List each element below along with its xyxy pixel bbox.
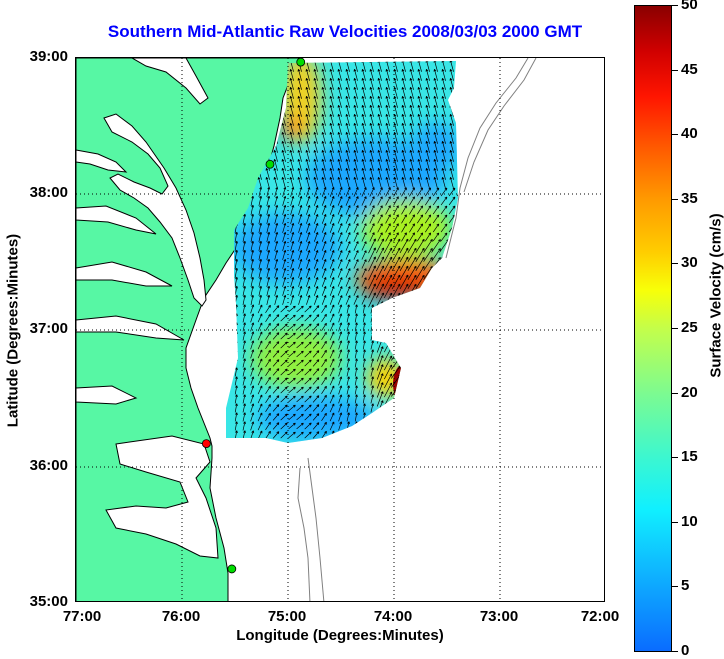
- map-grid: [76, 58, 604, 601]
- colorbar-tick: [672, 328, 678, 329]
- x-tick-label: 76:00: [161, 608, 201, 625]
- colorbar-title: Surface Velocity (cm/s): [707, 213, 724, 378]
- colorbar-tick: [672, 263, 678, 265]
- y-tick-label: 39:00: [29, 48, 68, 65]
- x-tick-label: 72:00: [580, 608, 620, 625]
- colorbar-tick: [672, 586, 678, 588]
- colorbar-tick-label: 0: [681, 642, 690, 659]
- y-axis-title: Latitude (Degrees:Minutes): [4, 233, 22, 428]
- colorbar-tick: [672, 521, 678, 523]
- station-marker: [265, 159, 275, 169]
- colorbar-tick-label: 40: [681, 125, 698, 143]
- station-marker: [227, 564, 237, 574]
- colorbar-tick-label: 25: [681, 319, 698, 336]
- colorbar-tick: [672, 457, 678, 459]
- colorbar-tick-label: 45: [681, 60, 698, 78]
- radar-stations: [201, 58, 306, 574]
- bathymetry-contours: [297, 58, 537, 601]
- colorbar-tick: [672, 69, 678, 71]
- colorbar-tick-label: 20: [681, 383, 698, 401]
- colorbar-tick: [672, 198, 678, 200]
- map-title: Southern Mid-Atlantic Raw Velocities 200…: [107, 22, 583, 41]
- map-canvas: [76, 58, 604, 601]
- y-tick-label: 36:00: [29, 457, 68, 474]
- x-tick-label: 75:00: [267, 608, 307, 625]
- y-tick-label: 37:00: [29, 320, 68, 337]
- y-tick-label: 38:00: [29, 184, 68, 201]
- colorbar-tick-label: 35: [681, 189, 698, 207]
- map-plot-area: [75, 57, 605, 602]
- colorbar-tick-label: 10: [681, 512, 698, 530]
- station-marker: [201, 439, 211, 448]
- colorbar-tick-label: 5: [681, 577, 690, 595]
- x-tick-label: 74:00: [373, 608, 413, 625]
- colorbar-tick: [672, 392, 678, 394]
- colorbar: [634, 5, 672, 652]
- x-tick-label: 73:00: [479, 608, 519, 625]
- colorbar-tick: [672, 134, 678, 136]
- x-tick-label: 77:00: [62, 608, 102, 625]
- colorbar-tick-label: 15: [681, 448, 698, 466]
- colorbar-tick-label: 30: [681, 254, 698, 272]
- colorbar-tick: [672, 651, 678, 652]
- colorbar-tick-label: 50: [681, 0, 698, 13]
- colorbar-tick: [672, 5, 678, 6]
- x-axis-title: Longitude (Degrees:Minutes): [236, 627, 444, 644]
- y-tick-label: 35:00: [29, 593, 68, 610]
- station-marker: [296, 58, 306, 67]
